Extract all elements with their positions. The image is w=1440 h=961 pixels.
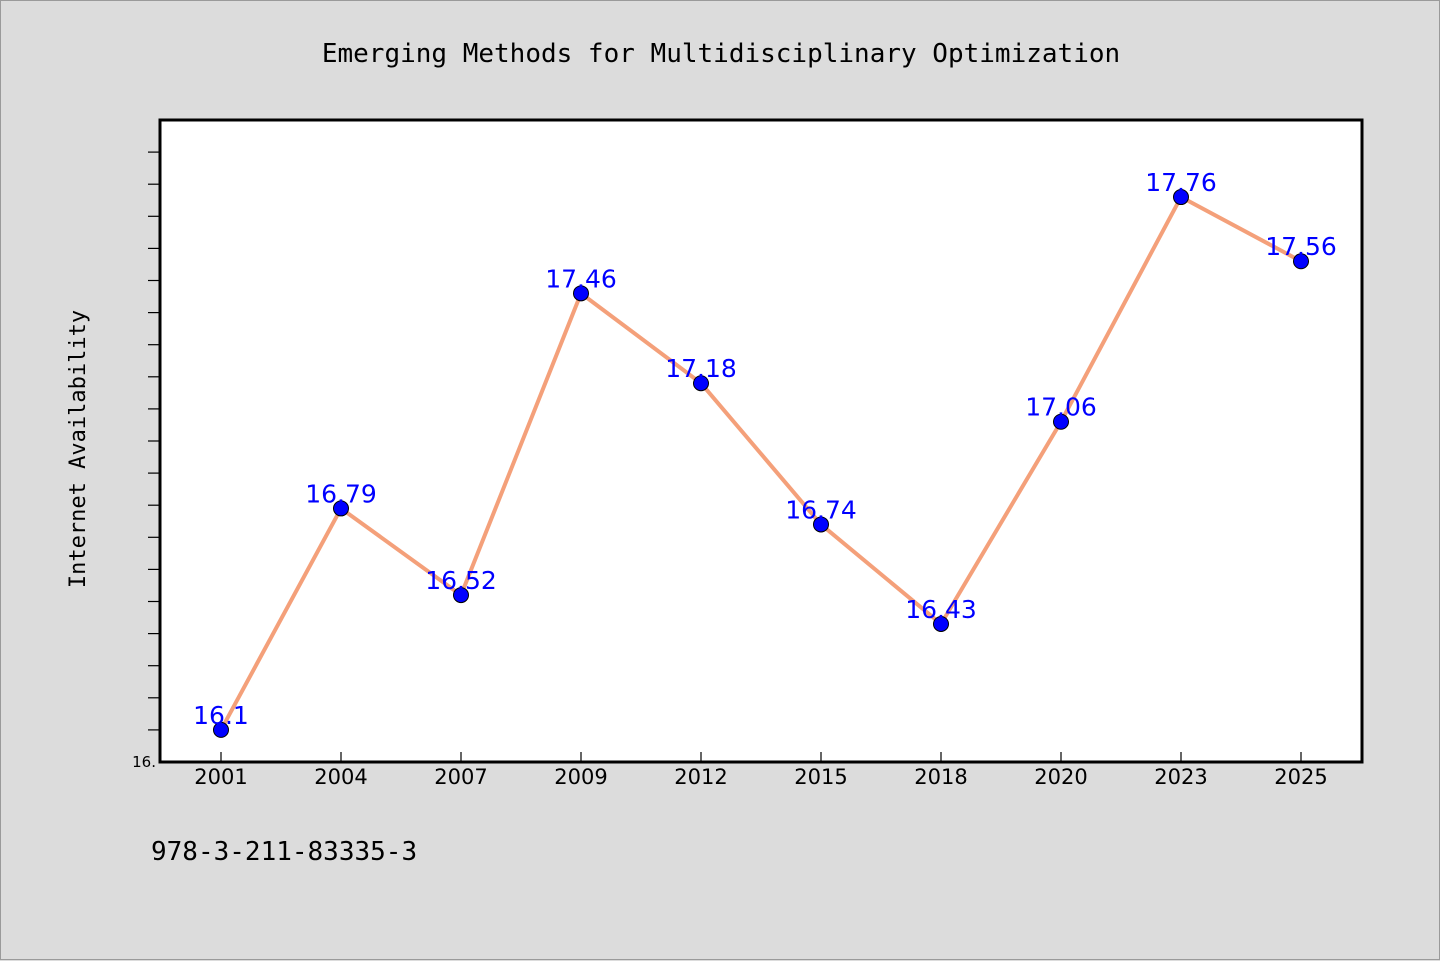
chart-title: Emerging Methods for Multidisciplinary O… [322, 39, 1120, 69]
data-label: 16.74 [785, 495, 857, 524]
x-tick-label: 2012 [674, 765, 727, 789]
data-point [453, 587, 469, 604]
data-point [213, 721, 229, 738]
data-label: 16.79 [305, 479, 377, 508]
data-label: 17.06 [1025, 393, 1097, 422]
x-tick-label: 2023 [1154, 765, 1207, 789]
x-tick-label: 2001 [194, 765, 247, 789]
data-point [933, 615, 949, 632]
series-line [219, 195, 1303, 732]
x-tick-label: 2009 [554, 765, 607, 789]
x-tick-label: 2007 [434, 765, 487, 789]
data-label: 17.18 [665, 354, 737, 383]
data-point [1053, 413, 1069, 430]
data-label: 16.1 [193, 701, 249, 730]
data-point [693, 375, 709, 392]
x-tick-label: 2015 [794, 765, 847, 789]
data-point [813, 516, 829, 533]
x-tick-label: 2020 [1034, 765, 1087, 789]
data-point [573, 285, 589, 302]
data-point [1293, 253, 1309, 270]
x-axis-ticks: 2001 2004 2007 2009 2012 2015 2018 2020 2023 2025 [194, 752, 1328, 789]
data-label: 17.46 [545, 264, 617, 293]
series-line-group: 16.1 16.79 16.52 17.46 17.18 16.74 16.43 17.06 1… [193, 168, 1337, 738]
data-label: 16.43 [905, 595, 977, 624]
x-tick-label: 2025 [1274, 765, 1327, 789]
y-axis-ticks: 16. [132, 151, 160, 771]
y-axis-label: Internet Availability [66, 310, 91, 588]
y-tick-label: 16. [132, 753, 156, 771]
x-tick-label: 2018 [914, 765, 967, 789]
data-label: 17.56 [1265, 232, 1337, 261]
data-point [1173, 189, 1189, 206]
data-label: 17.76 [1145, 168, 1217, 197]
plot-area [158, 118, 1364, 764]
footer-id-text: 978-3-211-83335-3 [151, 837, 418, 867]
x-tick-label: 2004 [314, 765, 367, 789]
data-label: 16.52 [425, 566, 497, 595]
data-point [333, 500, 349, 517]
